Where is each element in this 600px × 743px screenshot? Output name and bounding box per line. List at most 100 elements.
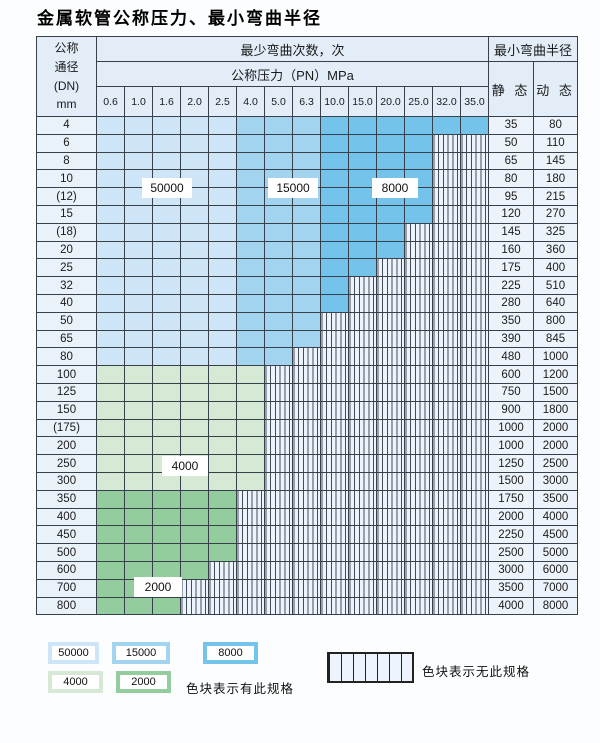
spec-cell-unavailable bbox=[459, 329, 490, 349]
dynamic-radius-cell: 215 bbox=[533, 187, 579, 206]
spec-cell-available bbox=[348, 204, 377, 224]
spec-cell-available bbox=[96, 240, 125, 260]
spec-cell-available bbox=[404, 204, 433, 224]
spec-cell-unavailable bbox=[404, 258, 433, 278]
spec-cell-unavailable bbox=[208, 560, 237, 580]
table-row-dn-(175): (175) 1000 2000 bbox=[36, 418, 579, 438]
table-row-dn-(18): (18) 145 325 bbox=[36, 222, 579, 242]
spec-cell-unavailable bbox=[432, 258, 461, 278]
spec-cell-available bbox=[96, 436, 125, 456]
spec-cell-unavailable bbox=[432, 133, 461, 153]
spec-cell-unavailable bbox=[236, 560, 265, 580]
spec-cell-unavailable bbox=[432, 365, 461, 384]
spec-cell-available bbox=[292, 311, 321, 331]
static-radius-cell: 4000 bbox=[488, 596, 535, 616]
spec-cell-unavailable bbox=[320, 382, 349, 402]
spec-cell-available bbox=[292, 258, 321, 278]
dynamic-radius-cell: 510 bbox=[533, 276, 579, 295]
spec-cell-available bbox=[404, 133, 433, 153]
static-radius-cell: 2000 bbox=[488, 507, 535, 527]
table-row-dn-8: 8 65 145 bbox=[36, 151, 579, 171]
legend-swatch-label: 15000 bbox=[116, 646, 166, 660]
spec-cell-available bbox=[96, 543, 125, 562]
dn-cell: (175) bbox=[36, 418, 97, 438]
spec-cell-unavailable bbox=[459, 507, 490, 527]
spec-cell-unavailable bbox=[348, 507, 377, 527]
dynamic-radius-cell: 270 bbox=[533, 204, 579, 224]
spec-cell-available bbox=[208, 204, 237, 224]
table-row-dn-125: 125 750 1500 bbox=[36, 382, 579, 402]
spec-cell-available bbox=[180, 382, 209, 402]
spec-cell-unavailable bbox=[376, 489, 405, 509]
spec-cell-available bbox=[180, 133, 209, 153]
header-pressure-15.0: 15.0 bbox=[348, 86, 377, 117]
spec-cell-unavailable bbox=[432, 222, 461, 242]
spec-cell-unavailable bbox=[292, 347, 321, 367]
spec-cell-available bbox=[432, 116, 461, 135]
spec-cell-unavailable bbox=[320, 543, 349, 562]
spec-cell-unavailable bbox=[320, 525, 349, 545]
spec-cell-available bbox=[152, 222, 181, 242]
spec-cell-unavailable bbox=[348, 347, 377, 367]
dn-cell: 65 bbox=[36, 329, 97, 349]
dn-cell: 20 bbox=[36, 240, 97, 260]
dn-cell: 250 bbox=[36, 454, 97, 473]
static-radius-cell: 145 bbox=[488, 222, 535, 242]
dn-cell: 32 bbox=[36, 276, 97, 295]
spec-cell-available bbox=[208, 400, 237, 420]
spec-cell-available bbox=[236, 133, 265, 153]
spec-cell-available bbox=[320, 169, 349, 189]
spec-cell-available bbox=[264, 258, 293, 278]
spec-cell-unavailable bbox=[376, 596, 405, 616]
spec-cell-available bbox=[96, 418, 125, 438]
spec-cell-unavailable bbox=[432, 525, 461, 545]
spec-cell-unavailable bbox=[320, 418, 349, 438]
spec-cell-unavailable bbox=[320, 471, 349, 491]
dynamic-radius-cell: 180 bbox=[533, 169, 579, 189]
dn-cell: 350 bbox=[36, 489, 97, 509]
spec-cell-unavailable bbox=[292, 382, 321, 402]
spec-cell-unavailable bbox=[264, 418, 293, 438]
spec-cell-unavailable bbox=[459, 276, 490, 295]
spec-cell-available bbox=[96, 454, 125, 473]
spec-cell-available bbox=[124, 151, 153, 171]
spec-cell-unavailable bbox=[292, 507, 321, 527]
spec-cell-unavailable bbox=[348, 311, 377, 331]
spec-cell-available bbox=[124, 365, 153, 384]
spec-cell-available bbox=[208, 365, 237, 384]
spec-cell-unavailable bbox=[264, 596, 293, 616]
spec-cell-available bbox=[152, 489, 181, 509]
spec-cell-available bbox=[96, 116, 125, 135]
spec-cell-available bbox=[124, 329, 153, 349]
static-radius-cell: 2500 bbox=[488, 543, 535, 562]
spec-cell-unavailable bbox=[236, 596, 265, 616]
spec-cell-available bbox=[180, 347, 209, 367]
static-radius-cell: 225 bbox=[488, 276, 535, 295]
spec-cell-unavailable bbox=[459, 169, 490, 189]
spec-cell-available bbox=[152, 258, 181, 278]
spec-cell-available bbox=[292, 240, 321, 260]
spec-cell-unavailable bbox=[292, 471, 321, 491]
table-row-dn-150: 150 900 1800 bbox=[36, 400, 579, 420]
spec-cell-unavailable bbox=[348, 418, 377, 438]
spec-cell-available bbox=[96, 507, 125, 527]
spec-cell-unavailable bbox=[292, 489, 321, 509]
spec-cell-available bbox=[152, 116, 181, 135]
spec-cell-unavailable bbox=[320, 560, 349, 580]
static-radius-cell: 350 bbox=[488, 311, 535, 331]
spec-cell-available bbox=[348, 258, 377, 278]
spec-cell-unavailable bbox=[320, 365, 349, 384]
spec-cell-unavailable bbox=[432, 347, 461, 367]
spec-cell-available bbox=[124, 382, 153, 402]
spec-cell-available bbox=[124, 133, 153, 153]
spec-cell-available bbox=[264, 116, 293, 135]
spec-cell-available bbox=[152, 293, 181, 313]
dn-cell: 800 bbox=[36, 596, 97, 616]
spec-cell-available bbox=[208, 133, 237, 153]
spec-cell-unavailable bbox=[236, 525, 265, 545]
legend-no-spec-text: 色块表示无此规格 bbox=[422, 665, 531, 679]
spec-cell-available bbox=[96, 560, 125, 580]
spec-cell-unavailable bbox=[404, 436, 433, 456]
static-radius-cell: 280 bbox=[488, 293, 535, 313]
spec-cell-available bbox=[96, 276, 125, 295]
